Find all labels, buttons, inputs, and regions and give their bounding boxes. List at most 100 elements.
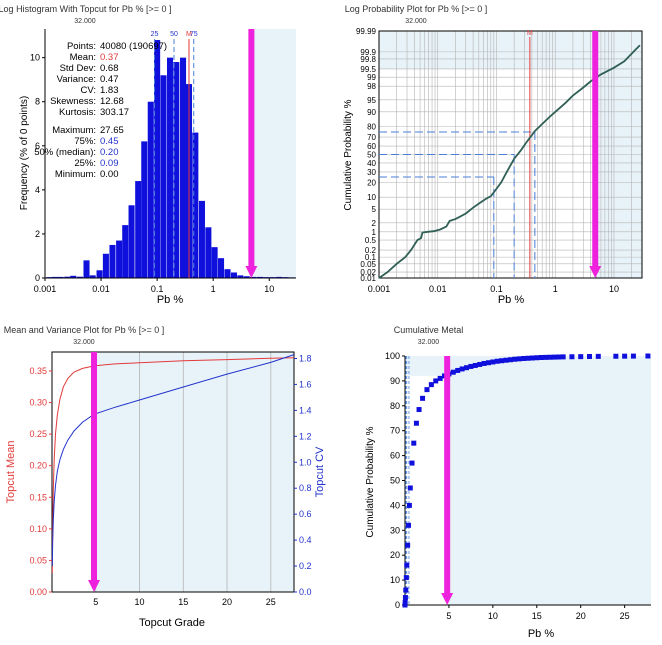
topcut-arrow bbox=[589, 31, 602, 278]
stat-value: 0.00 bbox=[100, 169, 119, 180]
x-tick-label: 0.001 bbox=[34, 284, 57, 294]
histogram-bar bbox=[237, 275, 244, 278]
quantile-marker-label: 50 bbox=[170, 31, 178, 38]
cumulative-point bbox=[645, 353, 651, 359]
stat-label: 50% (median): bbox=[34, 147, 96, 158]
x-tick-label: 10 bbox=[264, 284, 274, 294]
cumulative-metal-chart: Cumulative Metal 32.000 0 10 20 30 40 50 60 70 80 9… bbox=[365, 325, 651, 640]
cumulative-point bbox=[405, 542, 411, 548]
cumulative-point bbox=[459, 366, 465, 372]
x-tick-label: 10 bbox=[135, 597, 145, 607]
cumulative-point bbox=[472, 362, 478, 368]
cumulative-point bbox=[409, 460, 415, 466]
y-tick-label: 90 bbox=[390, 376, 400, 386]
cumulative-point bbox=[560, 354, 566, 360]
cumulative-point bbox=[507, 357, 513, 363]
x-tick-label: 15 bbox=[532, 611, 542, 621]
x-tick-label: 10 bbox=[488, 611, 498, 621]
cumulative-point bbox=[464, 365, 469, 371]
y-tick-label: 5 bbox=[372, 205, 377, 214]
y-tick-label: 0.05 bbox=[360, 260, 376, 269]
y-tick-label: 10 bbox=[367, 193, 376, 202]
histogram-bar bbox=[83, 260, 90, 278]
histogram-bar bbox=[89, 275, 96, 278]
chart-subtitle: 32.000 bbox=[405, 18, 427, 25]
y-tick-label: 0.01 bbox=[360, 274, 376, 283]
histogram-bar bbox=[122, 225, 129, 278]
cumulative-point bbox=[556, 354, 562, 360]
histogram-bar bbox=[230, 272, 238, 278]
mean-variance-chart: Mean and Variance Plot for Pb % [>= 0 ] 3… bbox=[4, 325, 326, 629]
cumulative-point bbox=[551, 354, 557, 360]
x-tick-label: 25 bbox=[266, 597, 276, 607]
topcut-arrow-head bbox=[441, 593, 454, 605]
y-tick-label: 20 bbox=[367, 179, 376, 188]
chart-title: Cumulative Metal bbox=[394, 325, 464, 335]
y-axis-label: Frequency (% of 0 points) bbox=[19, 96, 30, 211]
y-right-tick-label: 1.6 bbox=[299, 379, 312, 389]
x-tick-label: 1 bbox=[211, 284, 216, 294]
mean-variance-panel: Mean and Variance Plot for Pb % [>= 0 ] 3… bbox=[0, 322, 331, 645]
stat-value: 1.83 bbox=[100, 85, 119, 96]
cumulative-point bbox=[525, 355, 531, 361]
y-right-tick-label: 0.4 bbox=[299, 535, 312, 545]
y-tick-label: 6 bbox=[35, 141, 40, 151]
y-left-tick-label: 0.20 bbox=[29, 461, 47, 471]
topcut-shade bbox=[251, 29, 296, 278]
x-axis-label: Pb % bbox=[528, 628, 555, 640]
y-tick-label: 0.1 bbox=[365, 253, 377, 262]
cumulative-point bbox=[420, 395, 426, 401]
y-right-tick-label: 1.2 bbox=[299, 431, 312, 441]
cumulative-point bbox=[595, 353, 601, 359]
probability-curve bbox=[378, 44, 641, 279]
histogram-bar bbox=[141, 141, 148, 278]
chart-subtitle: 32.000 bbox=[418, 339, 440, 346]
stat-label: Kurtosis: bbox=[59, 107, 96, 118]
histogram-bar bbox=[96, 270, 103, 278]
y-tick-label: 95 bbox=[367, 96, 376, 105]
histogram-bar bbox=[57, 276, 64, 278]
stat-label: Variance: bbox=[57, 74, 96, 85]
cumulative-point bbox=[402, 600, 408, 606]
cumulative-point bbox=[499, 358, 505, 364]
topcut-arrow-head bbox=[589, 266, 602, 278]
stat-label: Std Dev: bbox=[60, 63, 96, 74]
y-left-axis-label: Topcut Mean bbox=[5, 441, 17, 504]
y-right-tick-label: 0.6 bbox=[299, 509, 312, 519]
y-left-tick-label: 0.10 bbox=[29, 524, 47, 534]
x-tick-label: 0.001 bbox=[368, 284, 391, 294]
cumulative-point bbox=[587, 353, 592, 359]
y-tick-label: 99 bbox=[367, 73, 376, 82]
y-tick-label: 98 bbox=[367, 82, 376, 91]
cv-series-line bbox=[51, 354, 295, 567]
upper-tail-shade bbox=[405, 356, 651, 376]
y-tick-label: 99.9 bbox=[360, 48, 376, 57]
y-left-tick-label: 0.05 bbox=[29, 555, 47, 565]
y-tick-label: 30 bbox=[390, 525, 400, 535]
y-tick-label: 60 bbox=[390, 451, 400, 461]
x-tick-label: 25 bbox=[620, 611, 630, 621]
stat-label: Skewness: bbox=[50, 96, 96, 107]
cumulative-point bbox=[406, 502, 412, 508]
histogram-bar bbox=[147, 101, 154, 278]
stat-value: 0.68 bbox=[100, 63, 119, 74]
cumulative-point bbox=[543, 354, 549, 360]
cumulative-point bbox=[477, 361, 483, 367]
cumulative-point bbox=[411, 440, 417, 446]
y-left-tick-label: 0.15 bbox=[29, 492, 47, 502]
topcut-arrow-head bbox=[245, 266, 258, 278]
topcut-arrow-head bbox=[88, 580, 101, 592]
cumulative-point bbox=[578, 354, 584, 360]
y-tick-label: 50 bbox=[390, 476, 400, 486]
y-left-tick-label: 0.25 bbox=[29, 429, 47, 439]
y-right-tick-label: 1.0 bbox=[299, 457, 312, 467]
y-tick-label: 4 bbox=[35, 185, 40, 195]
chart-title: Log Histogram With Topcut for Pb % [>= 0… bbox=[0, 4, 171, 14]
y-tick-label: 1 bbox=[372, 228, 377, 237]
topcut-shade bbox=[94, 352, 294, 592]
log-probability-chart: Log Probability Plot for Pb % [>= 0 ] 32.… bbox=[343, 4, 643, 306]
x-tick-label: 1 bbox=[553, 284, 558, 294]
mean-series-line bbox=[51, 357, 295, 574]
y-tick-label: 40 bbox=[390, 500, 400, 510]
cumulative-point bbox=[404, 562, 410, 568]
